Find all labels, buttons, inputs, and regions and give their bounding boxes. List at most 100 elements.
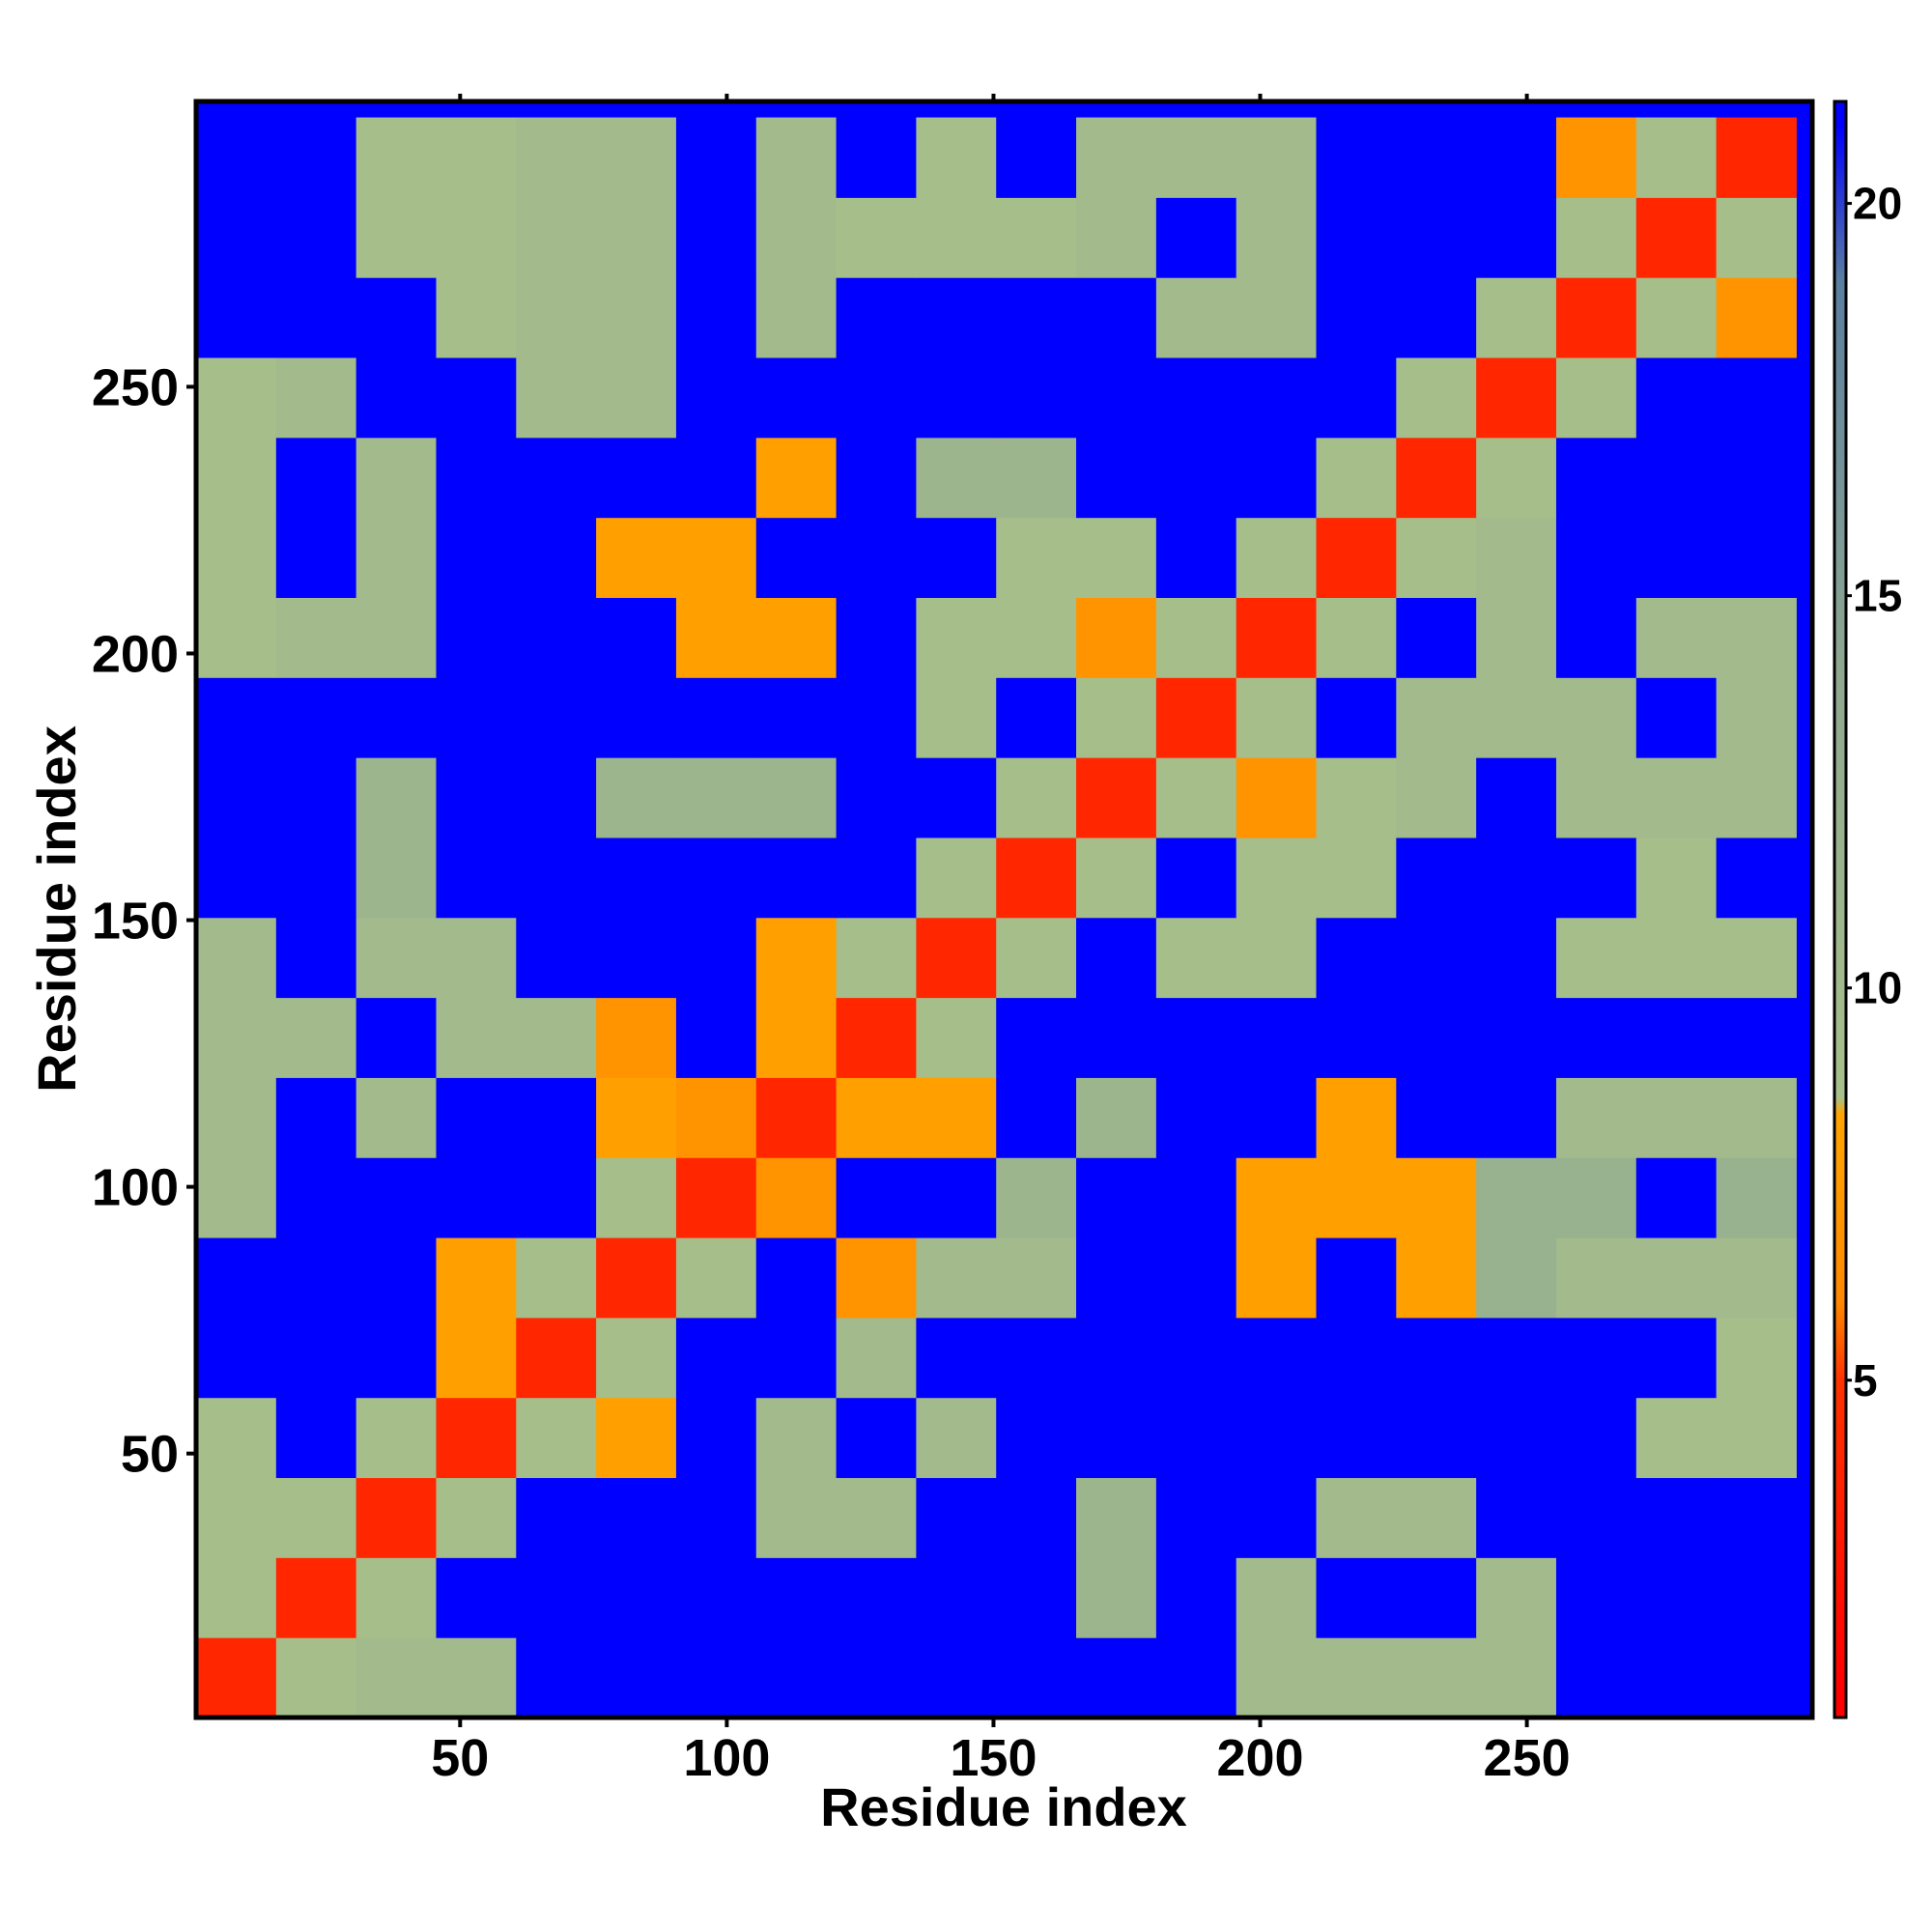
heatmap-cell (1476, 997, 1557, 1078)
heatmap-cell (1236, 597, 1318, 678)
heatmap-cell (1555, 277, 1637, 358)
heatmap-cell (755, 837, 838, 919)
heatmap-cell (1396, 277, 1477, 358)
heatmap-cell (1316, 1477, 1397, 1558)
heatmap-cell (755, 997, 838, 1078)
heatmap-cell (1476, 1477, 1557, 1558)
heatmap-cell (675, 357, 757, 439)
heatmap-cell (1716, 677, 1797, 758)
heatmap-cell (1316, 1237, 1397, 1319)
heatmap-cell (1396, 677, 1477, 758)
heatmap-cell (1155, 1317, 1237, 1399)
heatmap-cell (1396, 1397, 1477, 1479)
heatmap-cell (1555, 117, 1637, 198)
heatmap-cell (1476, 1397, 1557, 1479)
heatmap-cell (436, 1317, 517, 1399)
heatmap-cell (675, 1637, 757, 1719)
heatmap-cell (1236, 1637, 1318, 1719)
heatmap-cell (1076, 597, 1157, 678)
heatmap-cell (436, 1077, 517, 1158)
heatmap-cell (1476, 677, 1557, 758)
heatmap-cell (596, 1637, 677, 1719)
heatmap-cell (1396, 517, 1477, 598)
heatmap-cell (1236, 517, 1318, 598)
heatmap-cell (836, 117, 917, 198)
heatmap-cell (1635, 677, 1718, 758)
heatmap-cell (1635, 1557, 1718, 1638)
heatmap-cell (596, 1397, 677, 1479)
heatmap-cell (1555, 997, 1637, 1078)
heatmap-cell (1236, 1237, 1318, 1319)
heatmap-cell (516, 1477, 597, 1558)
heatmap-cell (275, 277, 357, 358)
heatmap-cell (355, 437, 437, 519)
heatmap-cell (755, 1317, 838, 1399)
heatmap-cell (1476, 1557, 1557, 1638)
heatmap-cell (996, 197, 1077, 278)
heatmap-cell (1236, 1557, 1318, 1638)
heatmap-cell (355, 117, 437, 198)
heatmap-cell (1476, 1317, 1557, 1399)
heatmap-cell (1555, 1077, 1637, 1158)
heatmap-cell (675, 677, 757, 758)
heatmap-cell (996, 837, 1077, 919)
heatmap-cell (1716, 197, 1797, 278)
heatmap-cell (755, 1237, 838, 1319)
heatmap-cell (1716, 517, 1797, 598)
heatmap-cell (436, 757, 517, 838)
heatmap-cell (675, 1237, 757, 1319)
heatmap-cell (275, 837, 357, 919)
heatmap-cell (1076, 117, 1157, 198)
x-tick-label: 150 (950, 1729, 1037, 1787)
heatmap-cell (1155, 277, 1237, 358)
x-axis-label: Residue index (820, 1776, 1187, 1837)
heatmap-cell (596, 1237, 677, 1319)
heatmap-cell (1236, 1477, 1318, 1558)
heatmap-cell (1316, 997, 1397, 1078)
heatmap-cell (1396, 597, 1477, 678)
heatmap-cell (916, 997, 997, 1078)
heatmap-cell (1076, 1317, 1157, 1399)
heatmap-cell (1236, 277, 1318, 358)
heatmap-cell (1155, 837, 1237, 919)
heatmap-cell (1316, 1157, 1397, 1238)
heatmap-cell (436, 1557, 517, 1638)
heatmap-cell (1476, 757, 1557, 838)
heatmap-cell (1316, 597, 1397, 678)
heatmap-cell (1716, 837, 1797, 919)
heatmap-cell (1155, 357, 1237, 439)
heatmap-cell (1476, 1637, 1557, 1719)
heatmap-cell (1635, 1477, 1718, 1558)
heatmap-cell (355, 1317, 437, 1399)
heatmap-cell (1555, 837, 1637, 919)
heatmap-cell (1076, 1637, 1157, 1719)
heatmap-cell (836, 437, 917, 519)
heatmap-cell (1476, 917, 1557, 999)
heatmap-cell (1476, 1237, 1557, 1319)
heatmap-cell (836, 517, 917, 598)
heatmap-cell (1476, 517, 1557, 598)
heatmap-cell (355, 357, 437, 439)
heatmap-cell (275, 1557, 357, 1638)
heatmap-cell (836, 357, 917, 439)
heatmap-cell (355, 1637, 437, 1719)
heatmap-cell (675, 757, 757, 838)
heatmap-cell (1155, 197, 1237, 278)
heatmap-cell (836, 997, 917, 1078)
heatmap-cell (355, 837, 437, 919)
heatmap-cell (916, 277, 997, 358)
heatmap-cell (196, 997, 277, 1078)
heatmap-cell (596, 1477, 677, 1558)
heatmap-cell (1316, 917, 1397, 999)
heatmap-cell (1396, 1557, 1477, 1638)
heatmap-cell (596, 1317, 677, 1399)
heatmap-cell (1316, 837, 1397, 919)
heatmap-cell (1476, 197, 1557, 278)
heatmap-cell (1716, 757, 1797, 838)
heatmap-cell (1555, 1157, 1637, 1238)
heatmap-cell (436, 917, 517, 999)
heatmap-cell (1555, 437, 1637, 519)
heatmap-cell (596, 597, 677, 678)
heatmap-cell (355, 1237, 437, 1319)
heatmap-cell (755, 277, 838, 358)
